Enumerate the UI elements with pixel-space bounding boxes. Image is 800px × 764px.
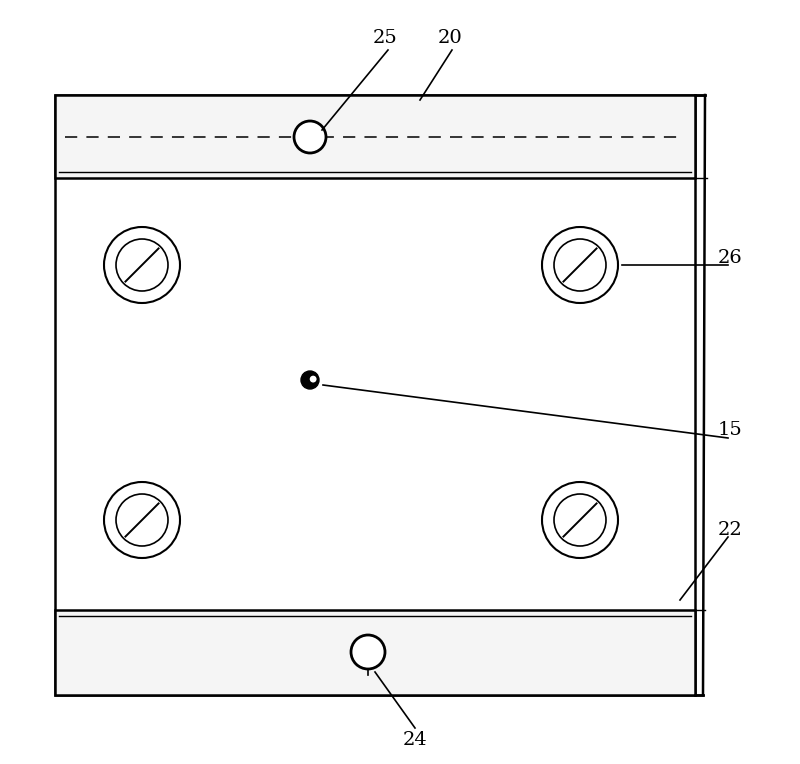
Circle shape — [310, 376, 317, 383]
Circle shape — [116, 239, 168, 291]
Text: 26: 26 — [718, 249, 742, 267]
Circle shape — [351, 635, 385, 669]
Circle shape — [542, 227, 618, 303]
Circle shape — [104, 227, 180, 303]
Circle shape — [542, 482, 618, 558]
Text: 15: 15 — [718, 421, 742, 439]
Circle shape — [554, 494, 606, 546]
Text: 22: 22 — [718, 521, 742, 539]
Circle shape — [294, 121, 326, 153]
Text: 20: 20 — [438, 29, 462, 47]
Bar — [55, 95, 695, 178]
Bar — [55, 95, 695, 695]
Circle shape — [301, 371, 319, 389]
Bar — [55, 610, 695, 695]
Circle shape — [554, 239, 606, 291]
Text: 25: 25 — [373, 29, 398, 47]
Text: 24: 24 — [402, 731, 427, 749]
Circle shape — [116, 494, 168, 546]
Circle shape — [104, 482, 180, 558]
